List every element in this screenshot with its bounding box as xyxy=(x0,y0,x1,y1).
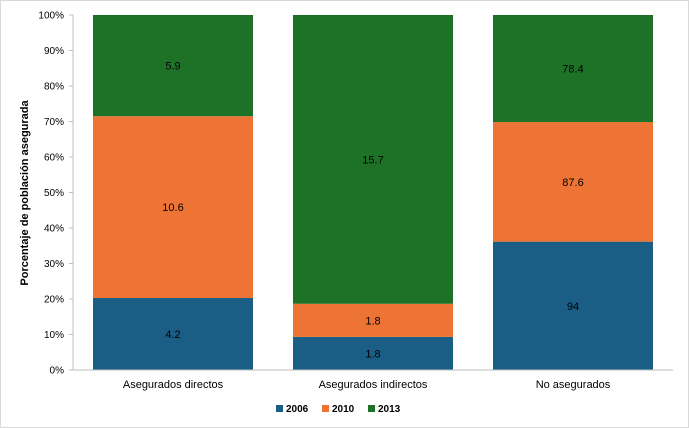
y-tick-label: 80% xyxy=(44,82,64,93)
x-category-label: No asegurados xyxy=(536,379,611,391)
legend-swatch-2013 xyxy=(368,405,375,412)
data-label: 78.4 xyxy=(562,64,583,76)
y-tick-label: 30% xyxy=(44,259,64,270)
y-tick-label: 40% xyxy=(44,224,64,235)
x-category-label: Asegurados indirectos xyxy=(319,379,428,391)
legend-swatch-2010 xyxy=(322,405,329,412)
data-label: 1.8 xyxy=(365,348,380,360)
legend-label: 2006 xyxy=(286,404,309,415)
legend-swatch-2006 xyxy=(276,405,283,412)
y-axis-title: Porcentaje de población asegurada xyxy=(19,100,31,286)
bar-segment-2006 xyxy=(293,336,453,370)
legend-label: 2010 xyxy=(332,404,355,415)
y-tick-label: 0% xyxy=(50,366,65,377)
y-axis: 0% 10% 20% 30% 40% 50% 60% 70% 80% 90% 100% xyxy=(38,11,74,377)
bar-segment-2006 xyxy=(93,297,253,370)
data-label: 4.2 xyxy=(165,329,180,341)
x-axis: Asegurados directos Asegurados indirectos… xyxy=(73,369,673,391)
data-label: 5.9 xyxy=(165,61,180,73)
data-label: 15.7 xyxy=(362,154,383,166)
y-tick-label: 50% xyxy=(44,188,64,199)
legend: 2006 2010 2013 xyxy=(276,404,401,415)
bar-segment-2010 xyxy=(293,303,453,337)
bar-segment-2013 xyxy=(93,15,253,117)
y-tick-label: 20% xyxy=(44,295,64,306)
data-label: 1.8 xyxy=(365,315,380,327)
bars: 4.2 10.6 5.9 1.8 1.8 15.7 94 87.6 78.4 xyxy=(93,15,653,370)
y-tick-label: 100% xyxy=(38,11,64,22)
bar-segment-2013 xyxy=(493,15,653,123)
legend-label: 2013 xyxy=(378,404,401,415)
bar-segment-2006 xyxy=(493,241,653,370)
y-tick-label: 90% xyxy=(44,46,64,57)
bar-segment-2010 xyxy=(493,122,653,242)
data-label: 94 xyxy=(567,301,579,313)
y-tick-label: 70% xyxy=(44,117,64,128)
y-tick-label: 60% xyxy=(44,153,64,164)
data-label: 87.6 xyxy=(562,177,583,189)
bar-segment-2010 xyxy=(93,116,253,298)
bar-segment-2013 xyxy=(293,15,453,304)
y-tick-label: 10% xyxy=(44,330,64,341)
data-label: 10.6 xyxy=(162,202,183,214)
x-category-label: Asegurados directos xyxy=(123,379,224,391)
